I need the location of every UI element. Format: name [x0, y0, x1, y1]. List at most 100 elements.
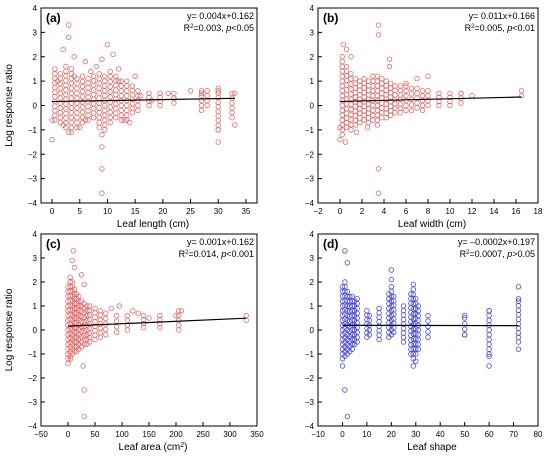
data-point — [384, 88, 389, 93]
regression-stats: R2=0.003, p<0.05 — [184, 23, 254, 33]
data-point — [398, 84, 403, 89]
x-tick-label: 200 — [169, 430, 183, 439]
data-point — [138, 93, 143, 98]
data-point — [377, 315, 382, 320]
data-point — [411, 287, 416, 292]
data-point — [516, 335, 521, 340]
data-point — [380, 81, 385, 86]
y-tick-label: −3 — [305, 175, 315, 184]
data-point — [366, 111, 371, 116]
data-point — [93, 319, 98, 324]
data-point — [64, 116, 69, 121]
p-value: <0.05 — [231, 23, 254, 33]
data-point — [358, 116, 363, 121]
data-point — [230, 106, 235, 111]
data-point — [50, 137, 55, 142]
data-point — [343, 280, 348, 285]
data-point — [75, 86, 80, 91]
data-point — [345, 261, 350, 266]
data-point — [86, 99, 91, 104]
x-tick-label: −10 — [311, 430, 325, 439]
data-point — [125, 79, 130, 84]
data-point — [375, 113, 380, 118]
data-point — [97, 76, 102, 81]
data-point — [349, 92, 354, 97]
data-point — [80, 95, 85, 100]
data-point — [353, 95, 358, 100]
data-point — [53, 85, 58, 90]
data-point — [366, 83, 371, 88]
data-point — [388, 90, 393, 95]
data-point — [130, 102, 135, 107]
data-point — [388, 113, 393, 118]
data-point — [343, 140, 348, 145]
data-point — [102, 103, 107, 108]
data-point — [401, 304, 406, 309]
data-point — [420, 108, 425, 113]
y-tick-label: 0 — [33, 326, 38, 335]
y-tick-label: 2 — [33, 278, 38, 287]
data-point — [125, 318, 130, 323]
data-point — [125, 113, 130, 118]
data-point — [125, 108, 130, 113]
data-point — [344, 74, 349, 79]
data-point — [131, 309, 136, 314]
x-tick-label: 100 — [115, 430, 129, 439]
data-point — [366, 116, 371, 121]
data-point — [344, 125, 349, 130]
data-point — [380, 86, 385, 91]
data-point — [80, 100, 85, 105]
data-point — [104, 327, 109, 332]
x-tick-label: 70 — [509, 430, 518, 439]
y-tick-label: −3 — [28, 398, 38, 407]
x-tick-label: 10 — [103, 207, 112, 216]
data-point — [91, 111, 96, 116]
data-point — [380, 76, 385, 81]
data-point — [216, 95, 221, 100]
data-point — [366, 79, 371, 84]
data-point — [362, 86, 367, 91]
data-point — [349, 128, 354, 133]
y-tick-label: 2 — [33, 53, 38, 62]
data-point — [362, 76, 367, 81]
data-point — [377, 319, 382, 324]
data-point — [113, 74, 118, 79]
data-point — [108, 110, 113, 115]
data-point — [362, 104, 367, 109]
y-tick-label: −1 — [28, 350, 38, 359]
data-point — [82, 282, 87, 287]
data-point — [404, 103, 409, 108]
data-point — [375, 74, 380, 79]
data-point — [344, 69, 349, 74]
data-point — [340, 103, 345, 108]
x-axis-label-text: Leaf width (cm) — [398, 219, 466, 230]
data-point — [80, 105, 85, 110]
data-point — [516, 326, 521, 331]
data-point — [362, 81, 367, 86]
data-point — [353, 86, 358, 91]
data-point — [80, 115, 85, 120]
data-point — [353, 90, 358, 95]
data-point — [69, 120, 74, 125]
data-point — [487, 347, 492, 352]
data-point — [86, 95, 91, 100]
data-point — [216, 123, 221, 128]
data-point — [113, 115, 118, 120]
data-point — [70, 258, 75, 263]
x-axis-label: Leaf length (cm) — [117, 219, 189, 230]
data-point — [230, 101, 235, 106]
y-tick-label: −2 — [28, 374, 38, 383]
data-point — [344, 102, 349, 107]
regression-equation: y= –0.0002x+0.197 — [458, 237, 535, 247]
x-tick-label: 16 — [512, 207, 521, 216]
data-point — [79, 273, 84, 278]
data-point — [58, 86, 63, 91]
data-point — [244, 313, 249, 318]
panel-label: (c) — [46, 237, 61, 251]
data-point — [87, 326, 92, 331]
data-points — [66, 249, 249, 419]
data-point — [100, 57, 105, 62]
data-point — [80, 84, 85, 89]
data-point — [66, 23, 71, 28]
